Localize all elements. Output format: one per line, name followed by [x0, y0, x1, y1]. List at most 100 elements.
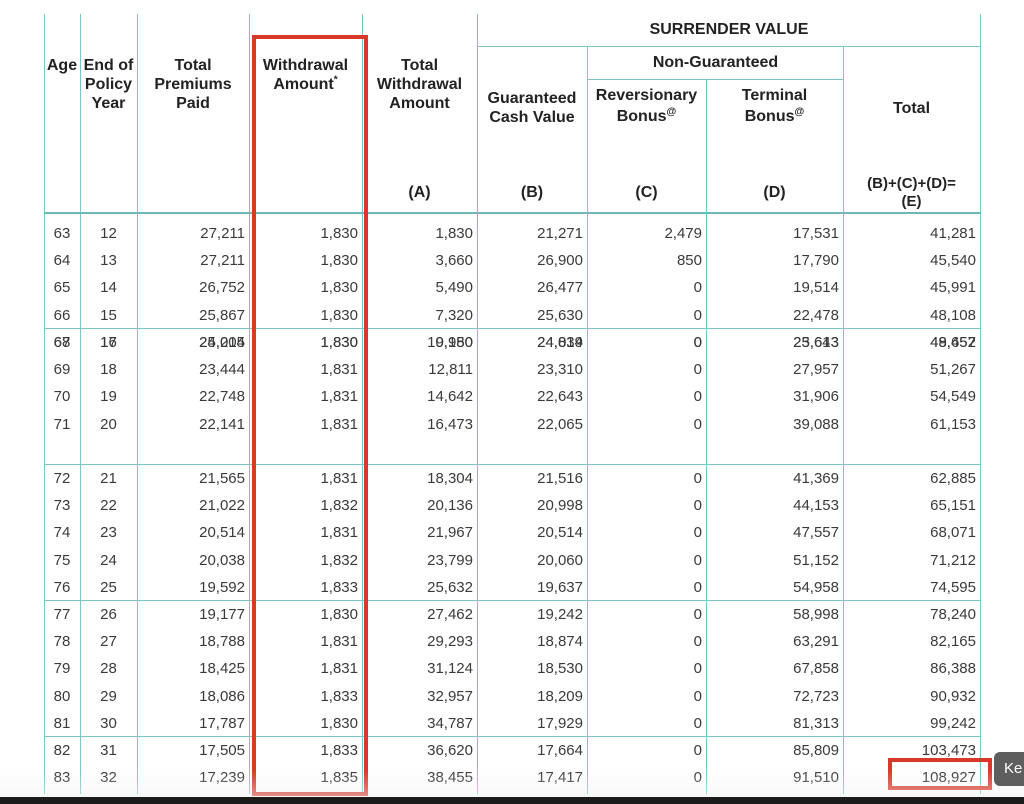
- cell-total-withdrawal: 18,304: [427, 470, 473, 487]
- cell-age: 73: [53, 497, 71, 515]
- cell-total-withdrawal: 21,967: [427, 524, 473, 542]
- cell-age: 72: [53, 470, 71, 487]
- cell-terminal-bonus: 17,531: [793, 225, 839, 242]
- header-terminal-bonus: Terminal Bonus@: [741, 87, 808, 125]
- cell-policy-year: 31: [100, 742, 117, 759]
- header-code-c: (C): [635, 184, 658, 201]
- cell-reversionary-bonus: 0: [693, 660, 702, 678]
- tooltip-tab[interactable]: Ke: [994, 752, 1024, 786]
- cell-terminal-bonus: 22,478: [793, 306, 839, 324]
- header-code-a: (A): [408, 184, 431, 201]
- header-code-b: (B): [520, 184, 544, 201]
- grid-line: [80, 14, 81, 794]
- grid-line: [44, 14, 45, 794]
- cell-policy-year: 28: [100, 660, 117, 678]
- cell-total-premiums: 17,787: [199, 714, 245, 732]
- cell-total: 65,151: [930, 497, 976, 515]
- cell-terminal-bonus: 31,906: [793, 388, 839, 406]
- cell-age: 81: [53, 714, 71, 732]
- cell-total-withdrawal: 20,136: [427, 497, 473, 515]
- cell-reversionary-bonus: 0: [693, 334, 702, 351]
- cell-terminal-bonus: 72,723: [793, 687, 839, 705]
- cell-terminal-bonus: 39,088: [793, 415, 839, 433]
- cell-withdrawal-amount: 1,830: [320, 714, 358, 732]
- cell-age: 75: [53, 551, 71, 569]
- cell-guaranteed-cash: 26,477: [537, 279, 583, 297]
- cell-total-withdrawal: 3,660: [435, 252, 473, 270]
- cell-policy-year: 26: [100, 606, 117, 623]
- cell-withdrawal-amount: 1,831: [320, 524, 358, 542]
- cell-total: 71,212: [930, 551, 976, 569]
- cell-total: 103,473: [921, 742, 976, 759]
- grid-line: [44, 328, 981, 329]
- cell-guaranteed-cash: 26,900: [537, 252, 583, 270]
- cell-reversionary-bonus: 0: [693, 714, 702, 732]
- cell-reversionary-bonus: 850: [676, 252, 702, 270]
- withdrawal-column-highlight: [252, 35, 368, 796]
- grid-line: [249, 14, 250, 794]
- cell-total-premiums: 21,565: [199, 470, 245, 487]
- cell-guaranteed-cash: 24,814: [537, 333, 583, 351]
- cell-terminal-bonus: 17,790: [793, 252, 839, 270]
- bottom-bar: [0, 797, 1024, 804]
- cell-total-withdrawal: 36,620: [427, 742, 473, 759]
- cell-guaranteed-cash: 17,929: [537, 714, 583, 732]
- grid-line: [44, 600, 981, 601]
- cell-total: 45,991: [930, 279, 976, 297]
- cell-guaranteed-cash: 25,630: [537, 306, 583, 324]
- cell-policy-year: 12: [100, 225, 117, 242]
- cell-total-withdrawal: 9,150: [435, 333, 473, 351]
- cell-policy-year: 24: [100, 551, 117, 569]
- cell-policy-year: 27: [100, 633, 117, 651]
- cell-policy-year: 22: [100, 497, 117, 515]
- cell-guaranteed-cash: 23,310: [537, 361, 583, 379]
- header-total-formula: (B)+(C)+(D)= (E): [867, 175, 956, 210]
- grid-line: [44, 212, 981, 214]
- cell-total: 54,549: [930, 388, 976, 406]
- cell-total: 90,932: [930, 687, 976, 705]
- cell-terminal-bonus: 41,369: [793, 470, 839, 487]
- cell-reversionary-bonus: 0: [693, 687, 702, 705]
- cell-policy-year: 30: [100, 714, 117, 732]
- cell-total-premiums: 17,505: [199, 742, 245, 759]
- cell-policy-year: 25: [100, 578, 117, 596]
- cell-total-withdrawal: 23,799: [427, 551, 473, 569]
- cell-terminal-bonus: 44,153: [793, 497, 839, 515]
- cell-policy-year: 20: [100, 415, 117, 433]
- cell-withdrawal-amount: 1,833: [320, 578, 358, 596]
- cell-terminal-bonus: 19,514: [793, 279, 839, 297]
- cell-reversionary-bonus: 0: [693, 633, 702, 651]
- cell-terminal-bonus: 63,291: [793, 633, 839, 651]
- cell-guaranteed-cash: 18,530: [537, 660, 583, 678]
- cell-total-premiums: 20,514: [199, 524, 245, 542]
- cell-total-withdrawal: 10,980: [427, 334, 473, 351]
- header-age: Age: [46, 57, 78, 74]
- cell-reversionary-bonus: 0: [693, 742, 702, 759]
- cell-total-premiums: 24,205: [199, 334, 245, 351]
- cell-age: 63: [53, 225, 71, 242]
- cell-reversionary-bonus: 0: [693, 551, 702, 569]
- cell-withdrawal-amount: 1,831: [320, 660, 358, 678]
- cell-guaranteed-cash: 20,998: [537, 497, 583, 515]
- cell-total-premiums: 18,788: [199, 633, 245, 651]
- cell-total-withdrawal: 25,632: [427, 578, 473, 596]
- header-total-premiums: Total Premiums Paid: [154, 57, 232, 112]
- cell-reversionary-bonus: 0: [693, 524, 702, 542]
- cell-terminal-bonus: 27,957: [793, 361, 839, 379]
- grid-line: [477, 14, 478, 794]
- cell-age: 76: [53, 578, 71, 596]
- cell-age: 79: [53, 660, 71, 678]
- cell-total-premiums: 20,038: [199, 551, 245, 569]
- cell-policy-year: 21: [100, 470, 117, 487]
- cell-age: 80: [53, 687, 71, 705]
- cell-reversionary-bonus: 2,479: [664, 225, 702, 242]
- cell-reversionary-bonus: 0: [693, 578, 702, 596]
- cell-guaranteed-cash: 19,242: [537, 606, 583, 623]
- cell-withdrawal-amount: 1,830: [320, 333, 358, 351]
- header-guaranteed-cash: Guaranteed Cash Value: [487, 90, 577, 126]
- cell-guaranteed-cash: 21,516: [537, 470, 583, 487]
- grid-line: [843, 46, 844, 794]
- cell-total-withdrawal: 31,124: [427, 660, 473, 678]
- cell-withdrawal-amount: 1,830: [320, 279, 358, 297]
